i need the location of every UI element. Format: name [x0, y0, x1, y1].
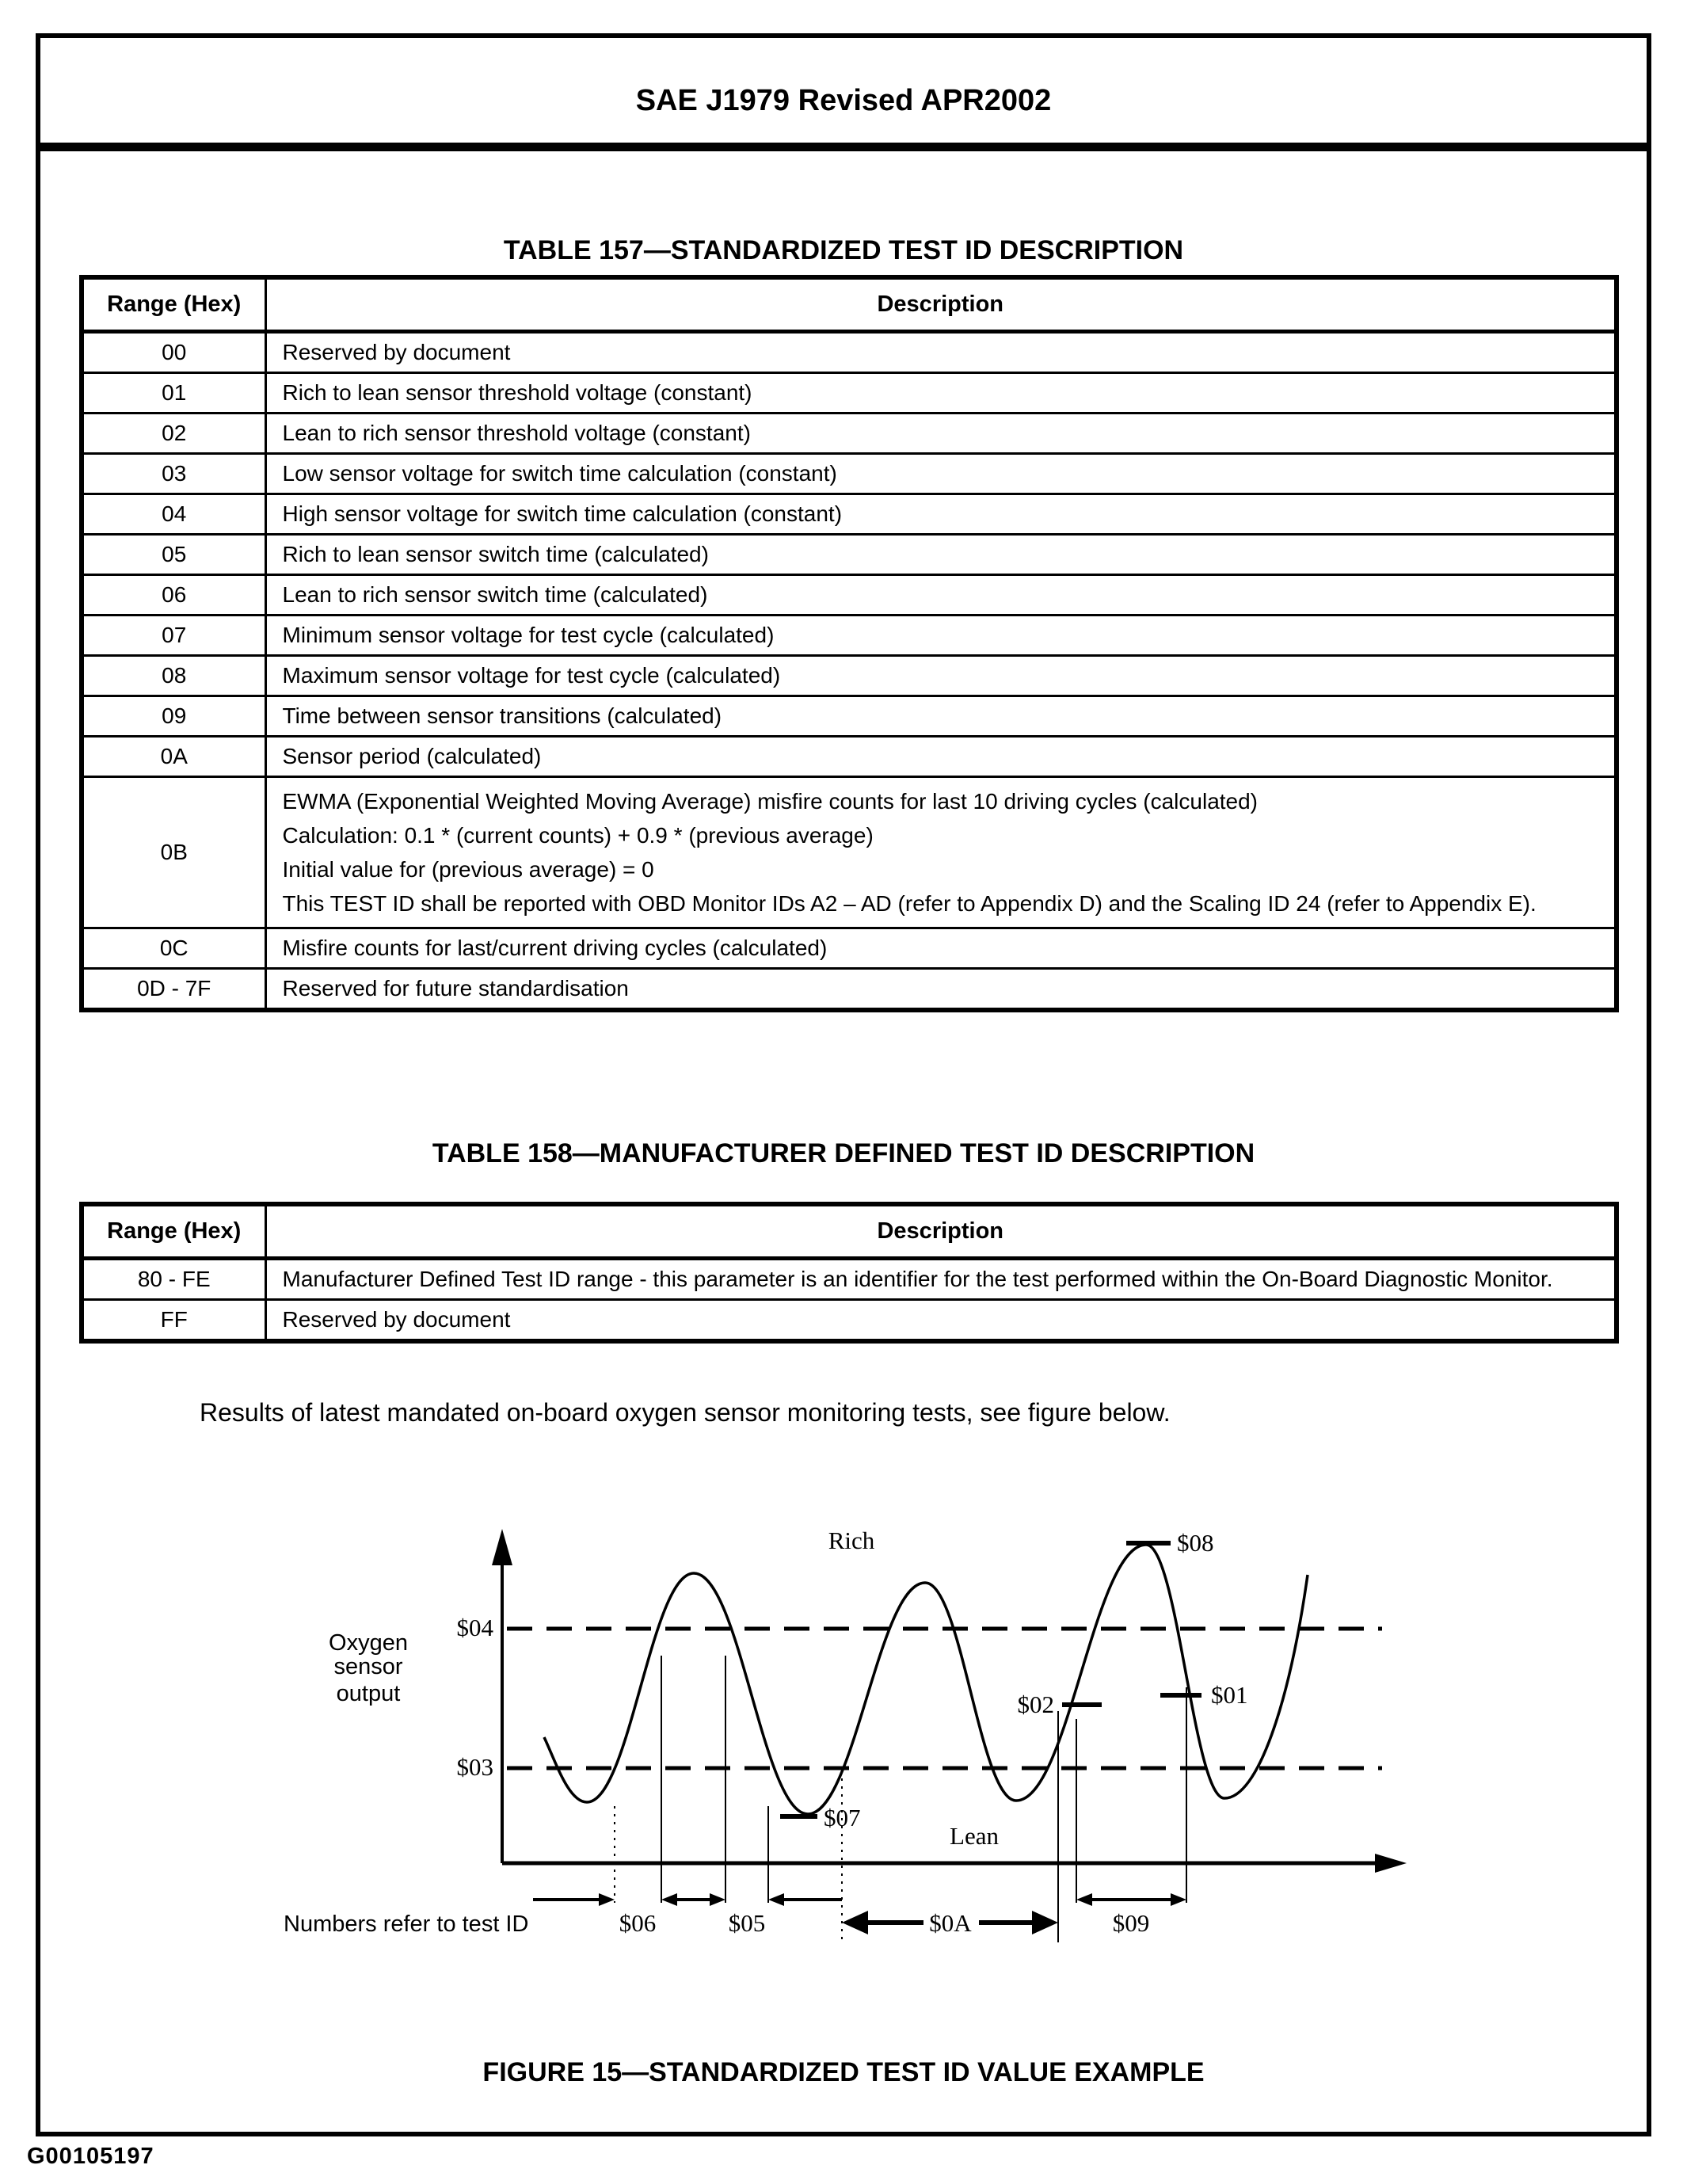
table-row: 0C Misfire counts for last/current drivin…	[80, 927, 1618, 970]
oxygen-sensor-figure: $04 $03 Oxygen sensor output Rich Lean $…	[284, 1527, 1407, 1942]
table-158-body: 80 - FE Manufacturer Defined Test ID rang…	[80, 1257, 1618, 1343]
label-threshold-03: $03	[457, 1753, 494, 1781]
table-row: 02 Lean to rich sensor threshold voltage …	[80, 412, 1618, 455]
table-row: 00 Reserved by document	[80, 330, 1618, 374]
description-cell: Time between sensor transitions (calcula…	[264, 695, 1618, 738]
table-157: Range (Hex) Description 00 Reserved by do…	[79, 275, 1619, 1012]
sensor-waveform	[543, 1543, 1309, 1816]
table-row: 06 Lean to rich sensor switch time (calcu…	[80, 574, 1618, 616]
description-line: EWMA (Exponential Weighted Moving Averag…	[282, 789, 1259, 814]
figure-15: $04 $03 Oxygen sensor output Rich Lean $…	[143, 1466, 1410, 1957]
description-cell: Rich to lean sensor switch time (calcula…	[264, 533, 1618, 576]
label-lean: Lean	[950, 1822, 999, 1850]
description-cell: Minimum sensor voltage for test cycle (c…	[264, 614, 1618, 657]
document-header-title: SAE J1979 Revised APR2002	[635, 84, 1052, 117]
table-row: 0A Sensor period (calculated)	[80, 735, 1618, 778]
table-row: 04 High sensor voltage for switch time ca…	[80, 493, 1618, 536]
results-paragraph: Results of latest mandated on-board oxyg…	[200, 1398, 1171, 1427]
description-cell: High sensor voltage for switch time calc…	[264, 493, 1618, 536]
description-cell: Lean to rich sensor switch time (calcula…	[264, 574, 1618, 616]
column-header-description: Description	[264, 1203, 1618, 1260]
label-s07: $07	[824, 1804, 861, 1831]
header-divider	[40, 143, 1647, 151]
description-line: This TEST ID shall be reported with OBD …	[282, 891, 1537, 916]
table-header-row: Range (Hex) Description	[80, 1203, 1618, 1260]
description-cell: Low sensor voltage for switch time calcu…	[264, 452, 1618, 495]
footer-code: G00105197	[27, 2144, 154, 2169]
range-cell: 0B	[80, 776, 267, 929]
table-157-title: TABLE 157—STANDARDIZED TEST ID DESCRIPTI…	[503, 235, 1184, 265]
range-cell: 80 - FE	[80, 1257, 267, 1301]
figure-caption: FIGURE 15—STANDARDIZED TEST ID VALUE EXA…	[482, 2057, 1205, 2087]
description-cell: Manufacturer Defined Test ID range - thi…	[264, 1257, 1618, 1301]
description-cell: Reserved for future standardisation	[264, 967, 1618, 1012]
range-cell: 04	[80, 493, 267, 536]
table-row: 0D - 7F Reserved for future standardisati…	[80, 967, 1618, 1012]
range-cell: 0C	[80, 927, 267, 970]
table-row: 07 Minimum sensor voltage for test cycle …	[80, 614, 1618, 657]
column-header-range: Range (Hex)	[80, 276, 267, 334]
range-cell: 0D - 7F	[80, 967, 267, 1012]
table-row: 0B EWMA (Exponential Weighted Moving Aver…	[80, 776, 1618, 929]
label-s0A: $0A	[929, 1909, 972, 1937]
range-cell: 06	[80, 574, 267, 616]
switch-time-arrows	[533, 1893, 1186, 1906]
table-row: 80 - FE Manufacturer Defined Test ID rang…	[80, 1257, 1618, 1301]
range-cell: 00	[80, 330, 267, 374]
table-158-header: Range (Hex) Description	[80, 1203, 1618, 1260]
label-s09: $09	[1113, 1909, 1150, 1937]
table-row: 03 Low sensor voltage for switch time cal…	[80, 452, 1618, 495]
label-rich: Rich	[828, 1527, 875, 1554]
table-158: Range (Hex) Description 80 - FE Manufactu…	[79, 1202, 1619, 1344]
range-cell: 03	[80, 452, 267, 495]
range-cell: 08	[80, 654, 267, 697]
description-cell: Rich to lean sensor threshold voltage (c…	[264, 372, 1618, 414]
label-s06: $06	[619, 1909, 657, 1937]
y-axis	[492, 1529, 512, 1863]
y-axis-label-line1: Oxygen	[329, 1630, 408, 1656]
description-cell: Sensor period (calculated)	[264, 735, 1618, 778]
column-header-range: Range (Hex)	[80, 1203, 267, 1260]
range-cell: 0A	[80, 735, 267, 778]
table-157-header: Range (Hex) Description	[80, 276, 1618, 334]
test-value-ticks	[780, 1541, 1201, 1819]
range-cell: 01	[80, 372, 267, 414]
table-row: 09 Time between sensor transitions (calcu…	[80, 695, 1618, 738]
range-cell: 07	[80, 614, 267, 657]
description-line: Initial value for (previous average) = 0	[282, 857, 654, 882]
label-s02: $02	[1018, 1690, 1055, 1718]
range-cell: 02	[80, 412, 267, 455]
table-158-title: TABLE 158—MANUFACTURER DEFINED TEST ID D…	[432, 1138, 1255, 1168]
description-cell: Maximum sensor voltage for test cycle (c…	[264, 654, 1618, 697]
range-cell: 05	[80, 533, 267, 576]
table-157-body: 00 Reserved by document 01 Rich to lean sen…	[80, 330, 1618, 1012]
y-axis-label-line3: output	[337, 1681, 401, 1706]
table-row: FF Reserved by document	[80, 1298, 1618, 1343]
column-header-description: Description	[264, 276, 1618, 334]
y-axis-label-line2: sensor	[333, 1654, 402, 1679]
description-cell: Reserved by document	[264, 1298, 1618, 1343]
description-cell: EWMA (Exponential Weighted Moving Averag…	[264, 776, 1618, 929]
description-cell: Reserved by document	[264, 330, 1618, 374]
table-header-row: Range (Hex) Description	[80, 276, 1618, 334]
label-s05: $05	[729, 1909, 766, 1937]
label-threshold-04: $04	[457, 1614, 494, 1641]
description-cell: Misfire counts for last/current driving …	[264, 927, 1618, 970]
x-axis	[502, 1854, 1407, 1873]
page-frame: SAE J1979 Revised APR2002 TABLE 157—STAN…	[36, 33, 1651, 2136]
sensor-period-arrow	[842, 1911, 1058, 1934]
range-cell: 09	[80, 695, 267, 738]
figure-note: Numbers refer to test ID	[284, 1911, 528, 1937]
reference-lines	[614, 1656, 1187, 1942]
description-cell: Lean to rich sensor threshold voltage (c…	[264, 412, 1618, 455]
range-cell: FF	[80, 1298, 267, 1343]
table-row: 08 Maximum sensor voltage for test cycle …	[80, 654, 1618, 697]
table-row: 05 Rich to lean sensor switch time (calcu…	[80, 533, 1618, 576]
description-line: Calculation: 0.1 * (current counts) + 0.…	[282, 823, 874, 848]
label-s08: $08	[1177, 1529, 1214, 1557]
label-s01: $01	[1211, 1681, 1248, 1709]
table-row: 01 Rich to lean sensor threshold voltage …	[80, 372, 1618, 414]
